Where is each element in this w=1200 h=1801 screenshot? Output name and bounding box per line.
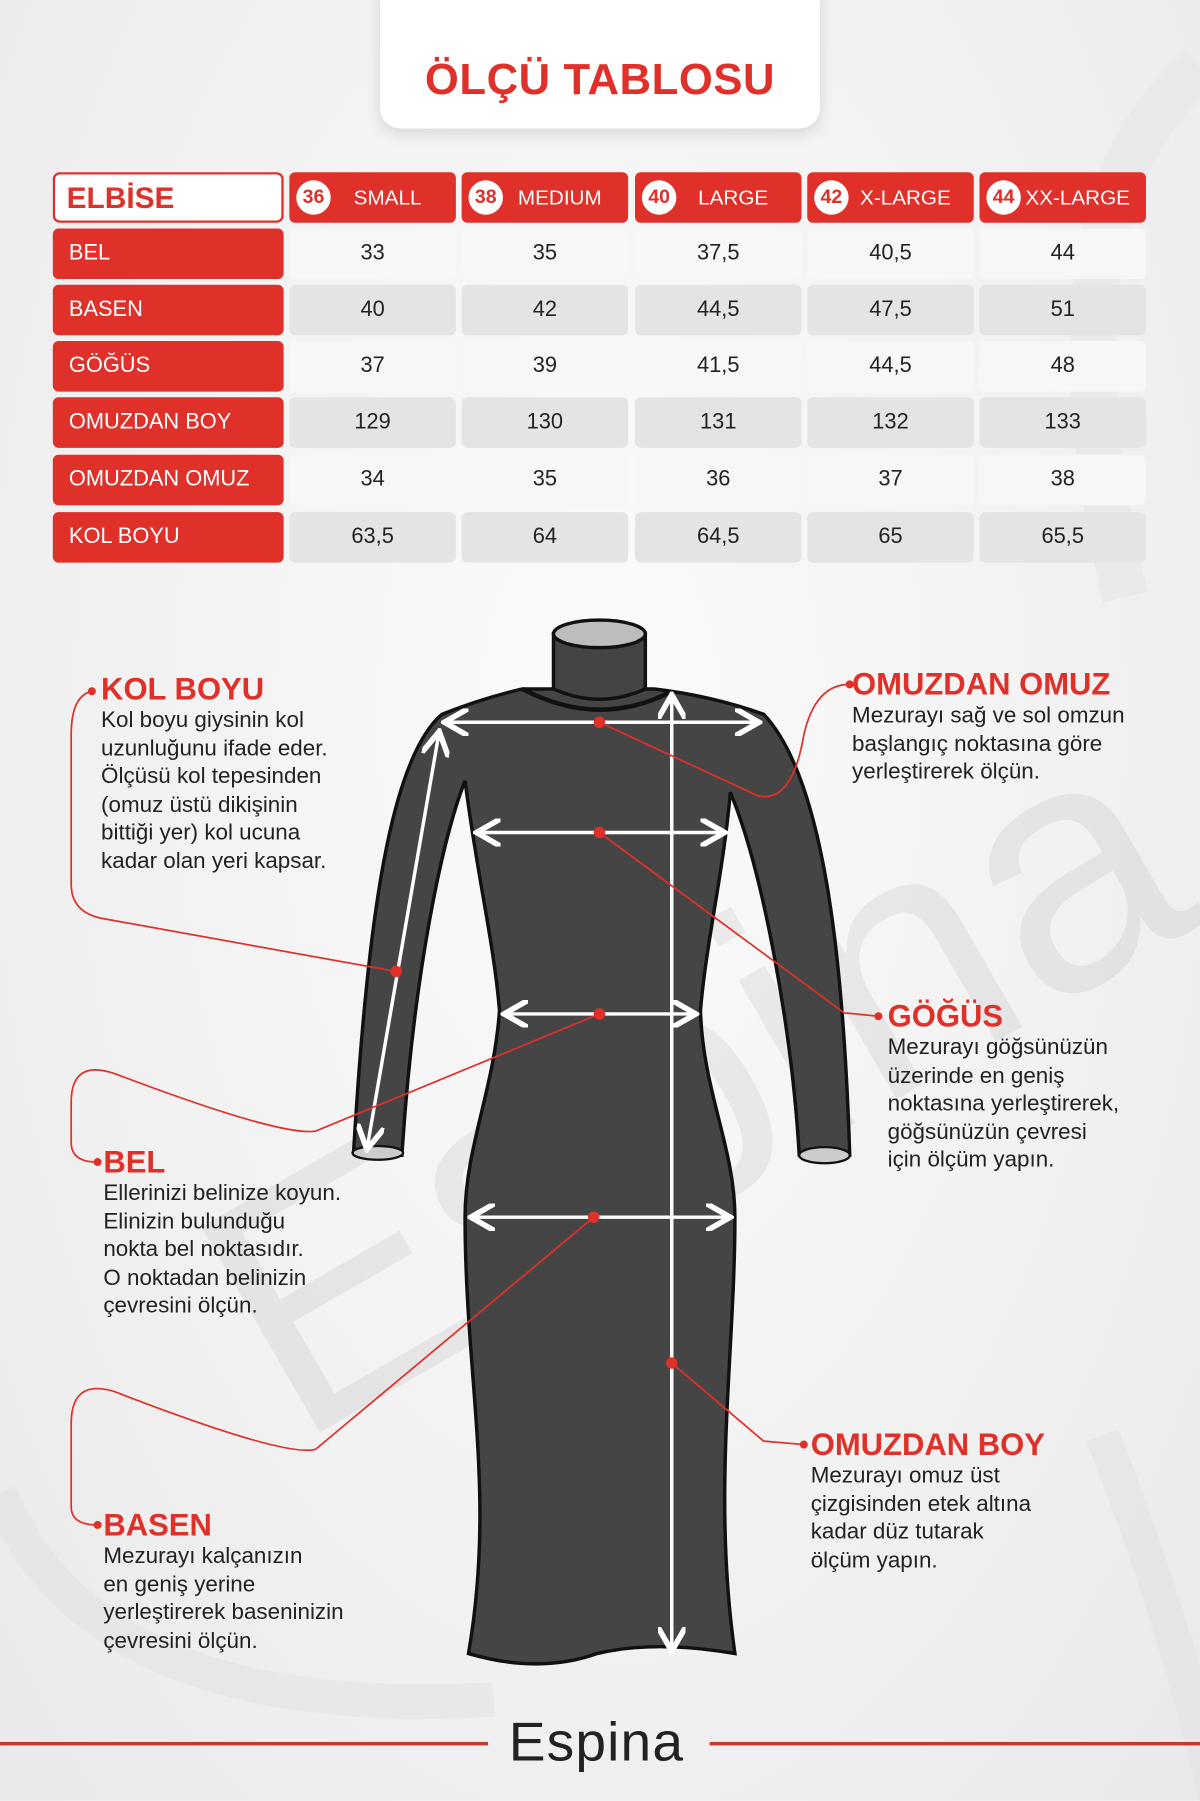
table-cell: 37 — [807, 454, 974, 506]
annotation-omuzdan-boy: OMUZDAN BOY Mezurayı omuz üst çizgisinde… — [811, 1427, 1045, 1574]
table-cell: 36 — [635, 454, 802, 506]
row-label: BASEN — [52, 284, 284, 336]
table-cell: 131 — [635, 397, 802, 448]
table-cell: 132 — [807, 397, 974, 448]
size-header-xx-large: 44 XX-LARGE — [979, 172, 1147, 223]
brand-logo: Espina — [508, 1712, 685, 1773]
leader-lines — [70, 683, 879, 1526]
table-cell: 40 — [289, 284, 456, 336]
annotation-text: Ellerinizi belinize koyun. Elinizin bulu… — [103, 1180, 342, 1319]
table-cell: 48 — [979, 341, 1147, 392]
table-cell: 42 — [461, 284, 629, 336]
page-title: ÖLÇÜ TABLOSU — [424, 56, 776, 105]
table-cell: 41,5 — [635, 341, 802, 392]
table-cell: 35 — [461, 454, 629, 506]
annotation-bel: BEL Ellerinizi belinize koyun. Elinizin … — [103, 1145, 341, 1320]
row-label: GÖĞÜS — [52, 341, 284, 392]
divider — [709, 1741, 1200, 1746]
table-cell: 33 — [289, 228, 456, 280]
annotation-title: GÖĞÜS — [887, 999, 1004, 1034]
table-cell: 34 — [289, 454, 456, 506]
brand-footer: Espina — [0, 1711, 1200, 1775]
size-number-badge: 44 — [986, 180, 1021, 215]
table-cell: 39 — [461, 341, 629, 392]
annotation-text: Mezurayı kalçanızın en geniş yerine yerl… — [103, 1543, 344, 1653]
size-header-x-large: 42 X-LARGE — [807, 172, 974, 223]
row-label: OMUZDAN BOY — [52, 397, 284, 448]
table-cell: 65 — [807, 512, 974, 563]
table-cell: 35 — [461, 228, 629, 280]
dress-silhouette — [351, 618, 852, 1666]
annotation-text: Mezurayı göğsünüzün üzerinde en geniş no… — [887, 1034, 1120, 1173]
table-cell: 37 — [289, 341, 456, 392]
table-cell: 44,5 — [635, 284, 802, 336]
annotation-gogus: GÖĞÜS Mezurayı göğsünüzün üzerinde en ge… — [888, 999, 1119, 1174]
size-number-badge: 38 — [468, 180, 503, 215]
measurement-points — [87, 680, 883, 1529]
table-cell: 47,5 — [807, 284, 974, 336]
size-label: XX-LARGE — [1025, 185, 1130, 209]
table-cell: 63,5 — [289, 512, 456, 563]
size-header-small: 36 SMALL — [289, 172, 456, 223]
size-header-medium: 38 MEDIUM — [461, 172, 629, 223]
annotation-title: BASEN — [103, 1507, 212, 1543]
table-cell: 40,5 — [807, 228, 974, 280]
table-cell: 133 — [979, 397, 1147, 448]
table-cell: 64 — [461, 512, 629, 563]
table-cell: 44 — [979, 228, 1147, 280]
table-cell: 65,5 — [979, 512, 1147, 563]
annotation-basen: BASEN Mezurayı kalçanızın en geniş yerin… — [103, 1508, 343, 1655]
annotation-title: OMUZDAN OMUZ — [852, 667, 1111, 702]
row-label: BEL — [52, 228, 284, 280]
table-cell: 38 — [979, 454, 1147, 506]
annotation-title: BEL — [103, 1144, 166, 1180]
table-cell: 44,5 — [807, 341, 974, 392]
table-cell: 130 — [461, 397, 629, 448]
size-label: MEDIUM — [517, 185, 602, 209]
annotation-text: Mezurayı omuz üst çizgisinden etek altın… — [810, 1462, 1032, 1573]
row-label: KOL BOYU — [52, 512, 284, 563]
annotation-title: KOL BOYU — [101, 671, 265, 707]
size-label: LARGE — [698, 185, 769, 209]
annotation-kol-boyu: KOL BOYU Kol boyu giysinin kol uzunluğun… — [101, 672, 328, 875]
annotation-title: OMUZDAN BOY — [810, 1427, 1045, 1462]
table-cell: 37,5 — [635, 228, 802, 280]
table-cell: 51 — [979, 284, 1147, 336]
annotation-text: Mezurayı sağ ve sol omzun başlangıç nokt… — [852, 702, 1125, 785]
size-header-large: 40 LARGE — [635, 172, 802, 223]
size-number-badge: 36 — [296, 180, 331, 215]
annotation-text: Kol boyu giysinin kol uzunluğunu ifade e… — [101, 707, 328, 874]
divider — [0, 1741, 489, 1746]
size-label: SMALL — [353, 185, 422, 209]
size-label: X-LARGE — [860, 185, 951, 209]
table-cell: 129 — [289, 397, 456, 448]
table-corner-label: ELBİSE — [52, 172, 284, 223]
annotation-omuzdan-omuz: OMUZDAN OMUZ Mezurayı sağ ve sol omzun b… — [852, 667, 1125, 786]
table-cell: 64,5 — [635, 512, 802, 563]
size-number-badge: 40 — [641, 180, 677, 215]
size-number-badge: 42 — [814, 180, 849, 215]
row-label: OMUZDAN OMUZ — [52, 454, 284, 506]
title-banner: ÖLÇÜ TABLOSU — [380, 0, 820, 129]
